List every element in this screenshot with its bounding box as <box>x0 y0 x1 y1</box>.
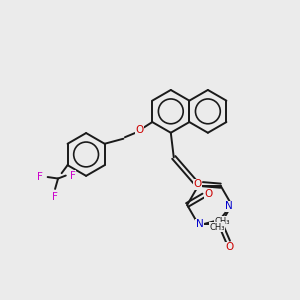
Text: O: O <box>136 125 144 135</box>
Text: O: O <box>205 189 213 199</box>
Text: F: F <box>70 171 76 181</box>
Text: N: N <box>196 219 204 229</box>
Text: N: N <box>226 202 233 212</box>
Text: F: F <box>37 172 43 182</box>
Text: O: O <box>193 179 202 189</box>
Text: O: O <box>225 242 234 253</box>
Text: CH₃: CH₃ <box>214 217 230 226</box>
Text: F: F <box>52 192 58 202</box>
Text: CH₃: CH₃ <box>209 223 225 232</box>
